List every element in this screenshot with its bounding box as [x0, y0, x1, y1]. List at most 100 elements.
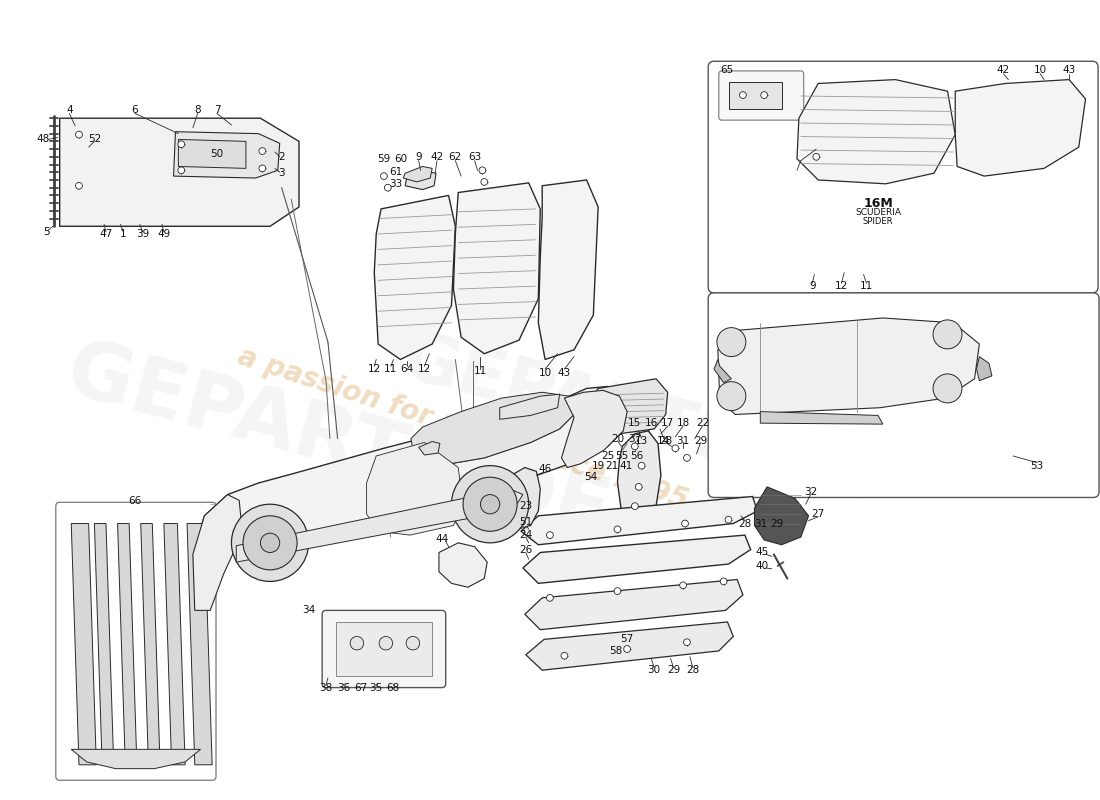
- Circle shape: [76, 182, 82, 189]
- Circle shape: [761, 92, 768, 98]
- Text: 65: 65: [719, 65, 733, 75]
- Text: 10: 10: [1034, 65, 1047, 75]
- Circle shape: [739, 92, 746, 98]
- Text: 24: 24: [519, 530, 532, 540]
- Text: 34: 34: [302, 606, 316, 615]
- Text: 33: 33: [389, 179, 403, 189]
- Polygon shape: [72, 523, 97, 765]
- Bar: [729, 82, 782, 109]
- Circle shape: [672, 445, 679, 452]
- Polygon shape: [798, 80, 955, 184]
- Text: 14: 14: [657, 435, 670, 446]
- Polygon shape: [118, 523, 136, 765]
- Polygon shape: [405, 171, 436, 190]
- Text: 43: 43: [558, 368, 571, 378]
- Polygon shape: [141, 523, 160, 765]
- Text: 42: 42: [430, 152, 443, 162]
- Circle shape: [933, 374, 962, 403]
- Circle shape: [243, 516, 297, 570]
- Text: 16M: 16M: [864, 197, 893, 210]
- Polygon shape: [187, 523, 212, 765]
- Polygon shape: [411, 392, 575, 466]
- Circle shape: [406, 637, 419, 650]
- Circle shape: [680, 582, 686, 589]
- Text: GEPARTS.DE: GEPARTS.DE: [57, 334, 617, 554]
- Polygon shape: [521, 497, 758, 545]
- Text: 1: 1: [120, 229, 127, 239]
- Text: 66: 66: [129, 496, 142, 506]
- Text: 31: 31: [676, 435, 690, 446]
- Text: 51: 51: [519, 517, 532, 526]
- Text: 5: 5: [43, 227, 50, 237]
- Polygon shape: [366, 442, 463, 535]
- Circle shape: [76, 131, 82, 138]
- Circle shape: [720, 578, 727, 585]
- Circle shape: [478, 167, 486, 174]
- Circle shape: [481, 178, 487, 186]
- Text: 22: 22: [696, 418, 710, 428]
- Text: 13: 13: [635, 435, 648, 446]
- Text: 29: 29: [770, 518, 783, 529]
- Text: 64: 64: [400, 364, 414, 374]
- Text: 20: 20: [610, 434, 624, 444]
- Text: 28: 28: [659, 435, 672, 446]
- Text: 31: 31: [754, 518, 767, 529]
- Text: 68: 68: [386, 682, 399, 693]
- Polygon shape: [174, 132, 279, 178]
- Text: 35: 35: [370, 682, 383, 693]
- Text: 38: 38: [319, 682, 332, 693]
- Circle shape: [258, 148, 266, 154]
- Text: 9: 9: [810, 281, 816, 291]
- Circle shape: [379, 637, 393, 650]
- Text: 3: 3: [278, 168, 285, 178]
- Text: 6: 6: [132, 106, 139, 115]
- Text: 11: 11: [474, 366, 487, 376]
- Circle shape: [682, 520, 689, 527]
- Polygon shape: [499, 394, 560, 419]
- Circle shape: [717, 328, 746, 357]
- Text: 36: 36: [337, 682, 350, 693]
- Polygon shape: [586, 378, 668, 437]
- Polygon shape: [404, 166, 432, 182]
- Circle shape: [683, 639, 691, 646]
- Text: 23: 23: [519, 501, 532, 511]
- Text: 48: 48: [36, 134, 50, 145]
- Polygon shape: [164, 523, 185, 765]
- Polygon shape: [192, 386, 629, 610]
- Text: 67: 67: [354, 682, 367, 693]
- Polygon shape: [526, 622, 734, 670]
- Polygon shape: [453, 183, 540, 354]
- Polygon shape: [178, 139, 246, 168]
- Text: 19: 19: [592, 461, 605, 470]
- Circle shape: [631, 502, 638, 510]
- Circle shape: [561, 652, 568, 659]
- Text: SPIDER: SPIDER: [862, 217, 893, 226]
- Bar: [69, 170, 209, 213]
- Text: 12: 12: [835, 281, 848, 291]
- Circle shape: [451, 466, 529, 543]
- Circle shape: [614, 588, 620, 594]
- Polygon shape: [95, 523, 113, 765]
- Text: 30: 30: [648, 666, 661, 675]
- Circle shape: [231, 504, 309, 582]
- Text: 53: 53: [1031, 461, 1044, 470]
- Text: 44: 44: [436, 534, 449, 544]
- Text: 28: 28: [738, 518, 751, 529]
- Polygon shape: [955, 80, 1086, 176]
- Bar: [69, 128, 170, 161]
- Polygon shape: [977, 357, 992, 381]
- Bar: [336, 622, 432, 676]
- Text: 57: 57: [620, 634, 634, 644]
- Text: 49: 49: [157, 229, 170, 239]
- Polygon shape: [502, 467, 540, 530]
- Text: 29: 29: [694, 435, 707, 446]
- Circle shape: [547, 532, 553, 538]
- Polygon shape: [439, 543, 487, 587]
- Circle shape: [481, 494, 499, 514]
- Text: 11: 11: [384, 364, 397, 374]
- Text: 63: 63: [468, 152, 482, 162]
- Text: 60: 60: [395, 154, 408, 164]
- Text: 4: 4: [66, 106, 73, 115]
- Circle shape: [631, 443, 638, 450]
- Text: GEPARTS.DE: GEPARTS.DE: [395, 325, 879, 514]
